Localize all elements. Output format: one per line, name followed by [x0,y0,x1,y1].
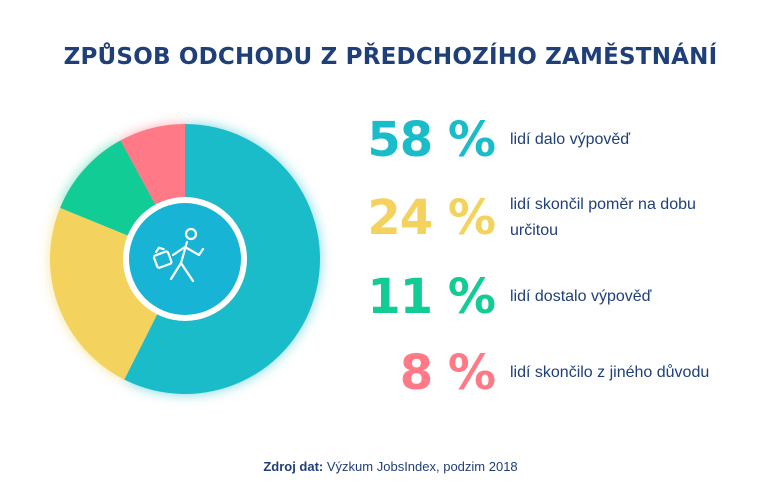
stat-percentage: 58 % [367,112,496,168]
page-title: ZPŮSOB ODCHODU Z PŘEDCHOZÍHO ZAMĚSTNÁNÍ [63,44,718,70]
source-note: Zdroj dat: Výzkum JobsIndex, podzim 2018 [0,459,781,474]
stat-label: lidí dostalo výpověď [510,284,651,310]
stat-label-line: lidí dalo výpověď [510,131,631,148]
walking-businessman-with-briefcase-icon [152,227,205,283]
center-circle [129,203,241,315]
stat-label-line: určitou [510,222,559,239]
stat-percentage: 11 % [367,269,496,325]
stat-percentage: 24 % [367,190,496,246]
stat-label-line: lidí skončil poměr na dobu [510,196,696,213]
stat-percentage: 8 % [399,345,496,401]
stat-label-line: lidí dostalo výpověď [510,288,652,305]
stat-label: lidí skončilo z jiného důvodu [510,360,709,386]
source-text: Výzkum JobsIndex, podzim 2018 [326,459,518,474]
stat-label: lidí dalo výpověď [510,127,630,153]
stat-label-line: lidí skončilo z jiného důvodu [510,364,710,381]
source-prefix: Zdroj dat: [263,459,324,474]
donut-chart [50,124,320,394]
stat-label: lidí skončil poměr na dobu určitou [510,192,696,244]
